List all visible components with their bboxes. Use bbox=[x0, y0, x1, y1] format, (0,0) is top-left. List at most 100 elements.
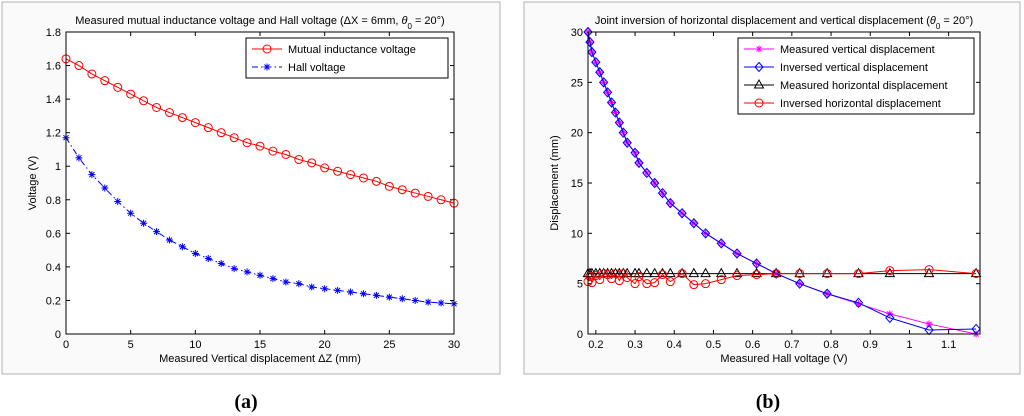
chart1-series-1 bbox=[583, 26, 981, 336]
chart1-legend-box bbox=[737, 37, 975, 115]
chart1-x-tick-label: 0.7 bbox=[784, 339, 799, 351]
chart0-data-point bbox=[308, 283, 316, 291]
chart1-data-point bbox=[650, 278, 660, 288]
chart1-data-point bbox=[642, 167, 652, 179]
chart0-data-point bbox=[190, 118, 200, 128]
chart0-data-point bbox=[321, 285, 329, 293]
chart0-title: Measured mutual inductance voltage and H… bbox=[75, 15, 444, 31]
chart1-y-axis-label: Displacement (mm) bbox=[549, 135, 561, 230]
chart1-data-point bbox=[641, 267, 653, 278]
chart1-y-tick-label: 15 bbox=[571, 178, 583, 190]
chart0-data-point bbox=[294, 155, 304, 165]
chart0-data-point bbox=[334, 286, 342, 294]
chart0-data-point bbox=[385, 293, 393, 301]
chart0-x-tick-label: 20 bbox=[319, 339, 331, 351]
chart1-data-point bbox=[634, 157, 644, 169]
chart1-data-point bbox=[700, 267, 711, 278]
chart0-data-point bbox=[153, 228, 161, 236]
chart1-x-tick-label: 0.8 bbox=[823, 339, 838, 351]
chart1-data-point bbox=[676, 267, 688, 278]
chart1-data-point bbox=[657, 270, 667, 280]
chart1-legend: Measured vertical displacement Inversed v… bbox=[737, 37, 975, 115]
chart1-data-point bbox=[677, 207, 687, 219]
chart1-x-tick-label: 0.3 bbox=[627, 339, 642, 351]
chart1-x-tick-label: 0.4 bbox=[667, 339, 682, 351]
chart1-data-point bbox=[853, 267, 864, 278]
chart0-data-point bbox=[371, 176, 381, 186]
chart0-legend-label: Mutual inductance voltage bbox=[288, 44, 416, 56]
chart0-data-point bbox=[101, 184, 109, 192]
chart0-y-tick-label: 0.4 bbox=[46, 262, 61, 274]
chart1-series-3 bbox=[583, 265, 981, 290]
chart1-axes-box bbox=[587, 31, 981, 335]
chart0-legend-marker bbox=[262, 44, 272, 54]
chart1-data-point bbox=[622, 137, 632, 148]
chart0-data-point bbox=[178, 243, 186, 251]
chart0-series-0 bbox=[61, 54, 459, 208]
chart1-title: Joint inversion of horizontal displaceme… bbox=[595, 15, 973, 31]
chart0-data-point bbox=[281, 149, 291, 159]
chart0-data-point bbox=[177, 113, 187, 123]
chart1-legend-marker bbox=[754, 61, 764, 73]
chart1-data-point bbox=[795, 278, 805, 289]
chart1-y-tick-label: 30 bbox=[571, 27, 583, 39]
chart0-data-point bbox=[347, 288, 355, 296]
chart1-data-point bbox=[771, 269, 781, 279]
chart1-data-point bbox=[971, 323, 981, 335]
chart1-legend-label: Inversed horizontal displacement bbox=[780, 98, 941, 110]
chart1-data-point bbox=[649, 177, 660, 189]
chart1-data-point bbox=[794, 267, 806, 278]
chart0-data-point bbox=[75, 154, 83, 162]
chart1-data-point bbox=[689, 218, 699, 229]
chart1-data-point bbox=[665, 277, 675, 287]
chart0-axes-box bbox=[65, 31, 455, 335]
chart1-data-point bbox=[649, 267, 660, 278]
chart0-x-tick-label: 25 bbox=[383, 339, 395, 351]
chart1-data-point bbox=[752, 270, 762, 280]
chart1-data-point bbox=[621, 267, 633, 278]
chart0-data-point bbox=[127, 209, 135, 217]
chart1-data-point bbox=[664, 267, 676, 278]
chart1-data-point bbox=[585, 36, 595, 48]
chart0-data-point bbox=[436, 195, 446, 205]
chart1-y-tick-label: 20 bbox=[571, 128, 583, 140]
chart1-data-point bbox=[732, 271, 742, 281]
chart0-legend-box bbox=[245, 37, 449, 79]
chart1-data-point bbox=[614, 117, 625, 128]
chart0-data-point bbox=[359, 290, 367, 298]
caption-a: (a) bbox=[234, 391, 257, 413]
chart0-y-tick-label: 1.6 bbox=[46, 61, 61, 73]
chart0-data-point bbox=[358, 173, 368, 183]
chart1-legend-label: Measured vertical displacement bbox=[780, 44, 935, 56]
chart0-data-point bbox=[216, 128, 226, 138]
chart0-data-point bbox=[139, 96, 149, 106]
chart0-y-tick-label: 0.8 bbox=[46, 195, 61, 207]
chart1-data-point bbox=[853, 269, 863, 279]
chart0-data-point bbox=[165, 236, 173, 244]
chart1-data-point bbox=[610, 107, 621, 118]
chart1-data-point bbox=[822, 269, 832, 279]
chart1-data-point bbox=[689, 280, 699, 290]
chart0-data-point bbox=[152, 103, 162, 112]
chart1-x-tick-label: 0.2 bbox=[588, 339, 603, 351]
chart0-data-point bbox=[126, 89, 136, 99]
chart0-data-point bbox=[410, 188, 420, 198]
chart0-x-tick-label: 0 bbox=[63, 339, 69, 351]
chart0-x-tick-label: 5 bbox=[128, 339, 134, 351]
chart1-legend-label: Inversed vertical displacement bbox=[780, 62, 928, 74]
chart0-y-tick-label: 1.4 bbox=[46, 94, 61, 106]
chart0-plot-area bbox=[66, 32, 454, 334]
chart0-data-point bbox=[333, 166, 343, 176]
chart0-data-point bbox=[100, 76, 110, 86]
chart1-data-point bbox=[885, 266, 895, 276]
chart0-data-point bbox=[114, 197, 122, 205]
chart0-data-point bbox=[217, 260, 225, 268]
chart1-data-point bbox=[925, 320, 933, 328]
chart0-data-point bbox=[256, 271, 264, 279]
chart1-data-point bbox=[622, 273, 632, 283]
chart1-data-point bbox=[591, 56, 601, 68]
chart1-x-tick-label: 0.9 bbox=[863, 339, 878, 351]
chart1-data-point bbox=[821, 267, 833, 278]
chart0-x-tick-label: 15 bbox=[254, 339, 266, 351]
